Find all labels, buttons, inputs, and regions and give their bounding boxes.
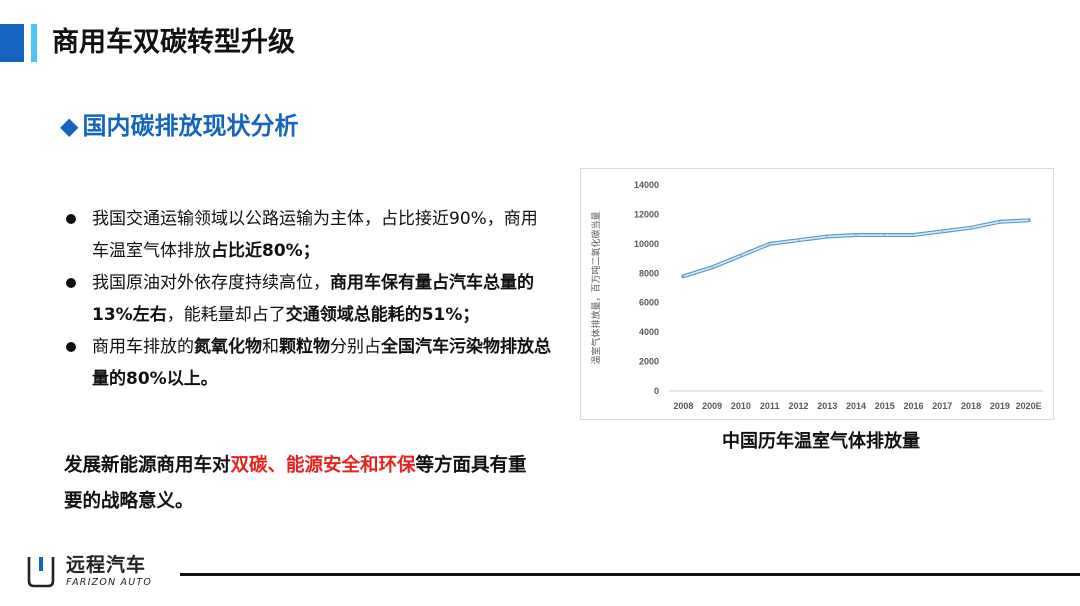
bullet-text-bold: 颗粒物 xyxy=(279,337,330,357)
data-point xyxy=(740,255,742,257)
y-tick-label: 8000 xyxy=(639,268,659,278)
conclusion-part: 等方面具有重要的战略意义。 xyxy=(64,455,527,512)
data-point xyxy=(970,227,972,229)
x-tick-label: 2010 xyxy=(731,401,751,411)
data-point xyxy=(797,239,800,241)
series-line xyxy=(682,219,1030,278)
data-point xyxy=(912,234,915,236)
title-accent-bar xyxy=(0,24,24,62)
data-point xyxy=(826,235,828,238)
conclusion-part: 发展新能源商用车对 xyxy=(64,455,231,476)
bullet-text: 商用车排放的 xyxy=(92,337,194,357)
y-tick-label: 10000 xyxy=(634,239,659,249)
bullet-item: 商用车排放的氮氧化物和颗粒物分别占全国汽车污染物排放总量的80%以上。 xyxy=(64,331,554,395)
farizon-logo-icon xyxy=(27,557,55,588)
data-point xyxy=(855,234,857,236)
chart-canvas: 0 2000 4000 6000 8000 10000 12000 14000 2008 2009… xyxy=(590,180,1043,411)
data-point xyxy=(1028,219,1030,221)
x-tick-label: 2014 xyxy=(846,401,866,411)
bullet-item: 我国交通运输领域以公路运输为主体，占比接近90%，商用车温室气体排放占比近80%… xyxy=(64,203,554,267)
bullet-dot-icon xyxy=(66,214,76,224)
section-heading: ◆ 国内碳排放现状分析 xyxy=(60,108,298,144)
bullet-item: 我国原油对外依存度持续高位，商用车保有量占汽车总量的13%左右，能耗量却占了交通… xyxy=(64,267,554,331)
brand-name-en: FARIZON AUTO xyxy=(66,577,153,588)
chart-title: 中国历年温室气体排放量 xyxy=(722,431,920,452)
emissions-chart: 0 2000 4000 6000 8000 10000 12000 14000 2008 2009… xyxy=(580,168,1054,420)
x-tick-label: 2019 xyxy=(990,401,1010,411)
bullet-text: 我国交通运输领域以公路运输为主体，占比接近90%，商用车温室气体排放 xyxy=(92,209,538,261)
bullet-text: 我国原油对外依存度持续高位， xyxy=(92,273,330,293)
y-tick-label: 14000 xyxy=(634,180,659,190)
bullet-text-bold: 商用车保有量占汽车总量的13%左右 xyxy=(92,273,534,325)
x-tick-label: 2011 xyxy=(760,401,780,411)
bullet-text: 分别占 xyxy=(330,337,381,357)
bullet-dot-icon xyxy=(66,278,76,288)
y-tick-label: 2000 xyxy=(639,357,659,367)
y-tick-label: 12000 xyxy=(634,209,659,219)
bullet-dot-icon xyxy=(66,342,76,352)
x-tick-label: 2015 xyxy=(875,401,895,411)
y-axis-label: 温室气体排放量，百万吨二氧化碳当量 xyxy=(590,211,602,364)
x-tick-label: 2016 xyxy=(904,401,924,411)
conclusion-highlight: 双碳、能源安全和环保 xyxy=(230,455,416,476)
data-point xyxy=(711,266,713,268)
bullet-text-bold: 全国汽车污染物排放总量的80%以上。 xyxy=(92,337,551,389)
title-accent-stripe xyxy=(31,24,37,62)
diamond-icon: ◆ xyxy=(60,112,79,140)
x-tick-label: 2018 xyxy=(961,401,981,411)
bullet-list: 我国交通运输领域以公路运输为主体，占比接近90%，商用车温室气体排放占比近80%… xyxy=(64,203,554,395)
conclusion-text: 发展新能源商用车对双碳、能源安全和环保等方面具有重要的战略意义。 xyxy=(64,448,544,520)
bullet-text-bold: 交通领域总能耗的51%； xyxy=(285,305,480,325)
brand-name-cn: 远程汽车 xyxy=(66,554,147,576)
x-tick-label: 2012 xyxy=(788,401,808,411)
bullet-text-bold: 占比近80%； xyxy=(211,241,320,261)
bullet-text: ，能耗量却占了 xyxy=(166,305,286,325)
footer-divider xyxy=(180,573,1080,576)
brand-logo: 远程汽车 FARIZON AUTO xyxy=(26,553,176,593)
y-tick-label: 6000 xyxy=(639,298,659,308)
x-tick-label: 2013 xyxy=(817,401,837,411)
bullet-text-bold: 氮氧化物 xyxy=(194,337,262,357)
data-point xyxy=(884,234,886,236)
series-line-outline xyxy=(681,218,1031,279)
page-title: 商用车双碳转型升级 xyxy=(52,27,295,58)
data-point xyxy=(941,230,943,232)
y-tick-label: 0 xyxy=(654,386,659,396)
x-tick-label: 2017 xyxy=(932,401,952,411)
x-tick-label: 2020E xyxy=(1016,401,1042,411)
x-tick-label: 2008 xyxy=(673,401,693,411)
data-point xyxy=(682,275,684,277)
y-tick-label: 4000 xyxy=(639,327,659,337)
data-point xyxy=(999,221,1001,223)
data-point xyxy=(769,243,771,245)
bullet-text: 和 xyxy=(262,337,279,357)
section-title: 国内碳排放现状分析 xyxy=(82,112,299,140)
x-tick-label: 2009 xyxy=(702,401,722,411)
